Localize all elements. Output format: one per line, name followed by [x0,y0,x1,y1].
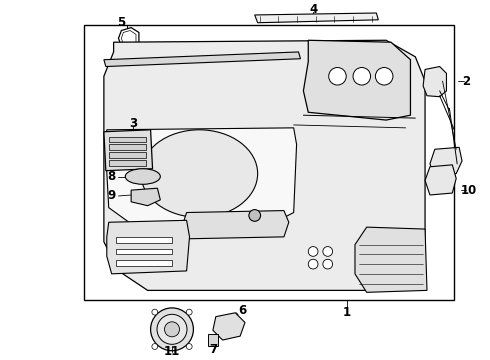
Bar [116,260,172,266]
Text: 8: 8 [107,170,116,183]
Polygon shape [255,13,378,23]
Ellipse shape [141,130,258,217]
Bar [109,144,146,150]
Text: 10: 10 [461,184,477,197]
Text: 3: 3 [129,117,137,130]
Bar [109,152,146,158]
Bar [116,237,172,243]
Text: 4: 4 [309,3,317,15]
Circle shape [157,314,187,344]
Polygon shape [182,211,289,239]
Bar [116,248,172,255]
Text: 5: 5 [117,16,125,29]
Text: 1: 1 [343,306,351,319]
Ellipse shape [125,169,160,184]
Text: 9: 9 [107,189,116,202]
Circle shape [353,68,370,85]
Bar [109,136,146,143]
Polygon shape [423,67,446,97]
Polygon shape [104,52,300,67]
Circle shape [249,210,261,221]
Text: 2: 2 [462,75,470,87]
Bar [109,160,146,166]
Circle shape [152,309,158,315]
Circle shape [152,343,158,350]
Circle shape [165,322,179,337]
Circle shape [308,259,318,269]
Circle shape [186,343,192,350]
Polygon shape [131,188,160,206]
Polygon shape [104,40,425,291]
Circle shape [186,309,192,315]
Circle shape [329,68,346,85]
Polygon shape [106,128,296,225]
Circle shape [375,68,393,85]
Text: 6: 6 [238,304,246,317]
Circle shape [150,308,194,351]
Bar [84,25,454,300]
Polygon shape [355,227,427,292]
Text: 7: 7 [209,343,217,356]
Circle shape [323,259,333,269]
Polygon shape [213,313,245,340]
Bar [208,334,218,346]
Polygon shape [104,130,152,171]
Circle shape [323,247,333,256]
Polygon shape [107,220,190,274]
Polygon shape [425,165,456,195]
Text: 11: 11 [164,345,180,358]
Circle shape [308,247,318,256]
Polygon shape [430,147,462,176]
Polygon shape [303,40,411,120]
